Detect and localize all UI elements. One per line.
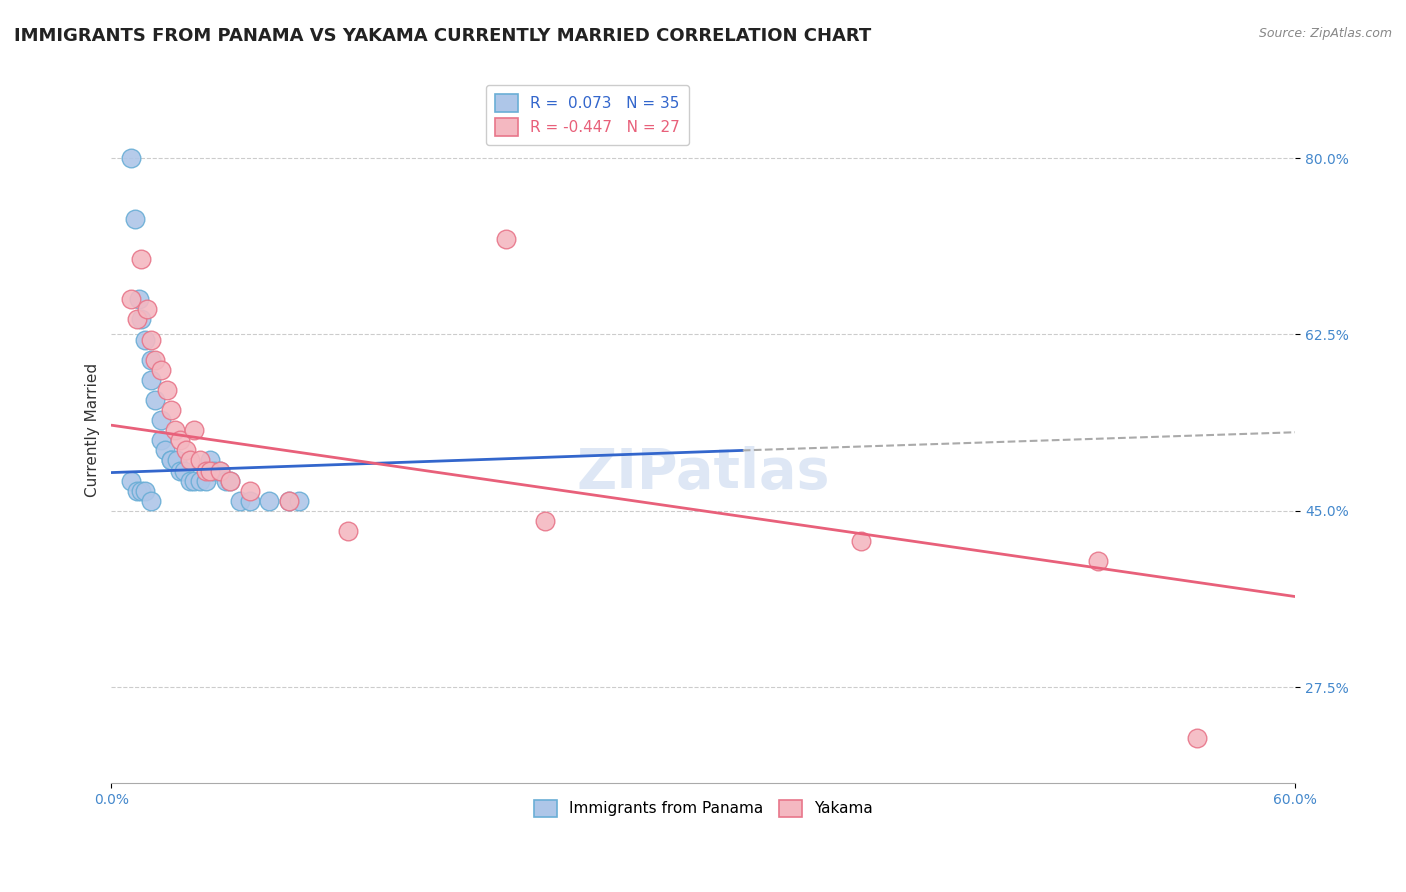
Point [139,352,162,367]
Point [188,474,211,488]
Point [218,474,240,488]
Point [149,413,172,427]
Point [129,483,152,498]
Point [176,443,198,458]
Point [198,464,221,478]
Point [278,493,301,508]
Point [153,443,176,458]
Point [120,151,142,165]
Y-axis label: Currently Married: Currently Married [86,363,100,498]
Point [120,474,142,488]
Point [259,493,281,508]
Point [125,312,148,326]
Point [128,292,150,306]
Point [534,514,557,528]
Point [120,292,142,306]
Point [173,464,195,478]
Point [337,524,360,538]
Point [228,493,250,508]
Point [208,464,231,478]
Point [139,333,162,347]
Point [143,392,166,407]
Point [149,434,172,448]
Point [495,232,517,246]
Point [188,453,211,467]
Point [166,453,188,467]
Point [183,474,205,488]
Point [849,534,872,549]
Point [215,474,238,488]
Point [134,333,156,347]
Point [202,464,225,478]
Point [156,383,179,397]
Point [139,493,162,508]
Point [238,483,260,498]
Point [139,373,162,387]
Point [179,453,201,467]
Point [129,312,152,326]
Point [288,493,311,508]
Point [149,363,172,377]
Point [195,464,218,478]
Point [238,493,260,508]
Point [129,252,152,266]
Point [1185,731,1208,745]
Point [183,423,205,437]
Point [125,483,148,498]
Point [163,423,186,437]
Point [195,474,218,488]
Point [159,403,181,417]
Point [198,453,221,467]
Legend: Immigrants from Panama, Yakama: Immigrants from Panama, Yakama [526,792,880,825]
Point [143,352,166,367]
Point [1087,554,1109,568]
Point [159,453,181,467]
Text: IMMIGRANTS FROM PANAMA VS YAKAMA CURRENTLY MARRIED CORRELATION CHART: IMMIGRANTS FROM PANAMA VS YAKAMA CURRENT… [14,27,872,45]
Point [218,474,240,488]
Point [278,493,301,508]
Point [179,474,201,488]
Point [124,211,146,226]
Text: Source: ZipAtlas.com: Source: ZipAtlas.com [1258,27,1392,40]
Point [169,434,191,448]
Point [169,464,191,478]
Text: ZIPatlas: ZIPatlas [576,446,830,500]
Point [208,464,231,478]
Point [134,483,156,498]
Point [135,302,157,317]
Point [159,453,181,467]
